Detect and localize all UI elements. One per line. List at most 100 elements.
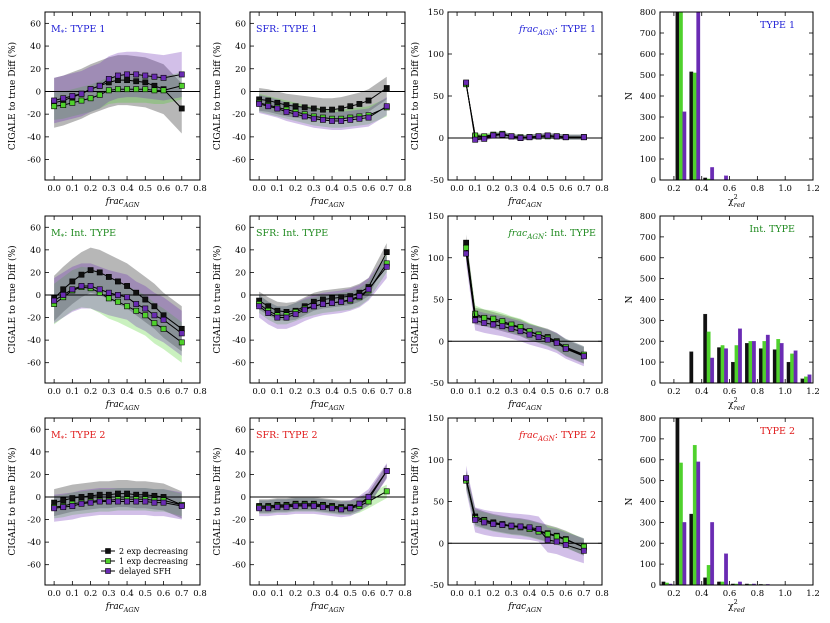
panel-title-main: M (51, 430, 61, 441)
x-axis-label-main: frac (105, 197, 124, 207)
data-point-purple (265, 310, 272, 316)
hist-bar-black (758, 348, 763, 383)
data-point-purple (526, 134, 533, 141)
x-tick-label: 0.8 (751, 387, 765, 397)
legend-label: 1 exp decreasing (119, 557, 188, 566)
hist-bar-green (678, 12, 683, 180)
x-tick-label: 0.4 (695, 589, 709, 599)
y-tick-label: 0 (651, 176, 656, 186)
plot-area (250, 243, 405, 329)
y-tick-label: 600 (640, 50, 656, 60)
y-tick-label: -20 (27, 314, 41, 324)
y-tick-label: 40 (235, 42, 246, 52)
y-tick-label: 40 (235, 246, 246, 256)
data-point-purple (96, 498, 103, 505)
x-tick-label: 0.4 (695, 387, 709, 397)
y-tick-label: 0 (651, 581, 656, 591)
y-tick-label: 20 (30, 65, 41, 75)
x-tick-label: 0.5 (139, 184, 153, 194)
x-axis-label: χ2 red (728, 396, 745, 412)
x-tick-label: 0.4 (325, 589, 339, 599)
x-tick-label: 0.1 (468, 184, 482, 194)
data-point-purple (310, 115, 317, 122)
data-point-purple (124, 294, 130, 301)
data-point-purple (517, 328, 524, 335)
hist-bar-green (804, 376, 808, 383)
data-point-purple (142, 305, 149, 312)
y-tick-label: 40 (30, 42, 41, 52)
panel-title-rest: : Int. TYPE (276, 228, 328, 239)
data-point-green (463, 244, 470, 251)
x-axis-label-sub: AGN (123, 606, 140, 614)
y-tick-label: 800 (640, 414, 656, 424)
data-point-purple (544, 132, 551, 139)
y-tick-label: 100 (428, 50, 444, 60)
data-point-green (78, 97, 85, 104)
x-tick-label: 0.8 (595, 184, 609, 194)
x-tick-label: 0.6 (362, 387, 376, 397)
x-axis-label-main: frac (507, 400, 526, 410)
plot-area (661, 418, 770, 585)
data-point-purple (508, 522, 515, 529)
x-tick-label: 0.7 (380, 589, 394, 599)
data-point-black (105, 491, 112, 498)
x-axis-label: fracAGN (105, 602, 140, 614)
data-point-purple (508, 133, 515, 140)
data-point-purple (338, 506, 345, 513)
data-point-green (105, 295, 112, 302)
hist-bar-purple (682, 522, 687, 585)
data-point-black (178, 105, 185, 112)
data-point-black (124, 490, 130, 497)
data-point-black (105, 274, 112, 280)
data-point-green (151, 87, 158, 94)
data-point-purple (51, 505, 58, 512)
y-tick-label: 50 (433, 92, 444, 102)
hist-bar-black (689, 71, 694, 180)
data-point-green (499, 318, 506, 325)
data-point-purple (292, 503, 299, 509)
data-point-black (96, 269, 103, 276)
data-point-black (356, 101, 363, 107)
data-point-black (151, 303, 158, 310)
band-green (259, 254, 387, 325)
x-tick-label: 0.6 (559, 387, 573, 397)
data-point-purple (329, 505, 335, 512)
data-point-black (69, 278, 76, 285)
panel-r1-c2: 0.0 0.1 0.2 0.3 0.4 0.5 0.6 0.7 0.8 -50 0 50 100 150 C… (410, 212, 609, 412)
y-axis-label: CIGALE to true Diff (%) (7, 42, 18, 150)
y-tick-label: 500 (640, 477, 656, 487)
panel-title: SFR: Int. TYPE (256, 228, 328, 239)
data-point-green (160, 325, 167, 332)
x-axis-label: fracAGN (310, 197, 345, 209)
y-tick-label: -60 (27, 156, 41, 166)
data-point-black (365, 97, 372, 104)
data-point-black (124, 283, 130, 289)
band-purple (466, 80, 584, 143)
x-axis-label: χ2 red (728, 193, 745, 209)
data-point-black (329, 106, 335, 113)
x-axis-label: fracAGN (507, 400, 542, 412)
data-point-black (320, 106, 326, 113)
x-tick-label: 0.7 (175, 387, 189, 397)
hist-bar-purple (696, 12, 701, 180)
data-point-green (124, 86, 130, 93)
panel-title-rest: : TYPE 1 (64, 24, 105, 35)
plot-area (689, 313, 812, 383)
data-point-purple (115, 72, 121, 79)
y-axis-label: N (625, 497, 635, 505)
x-tick-label: 0.3 (102, 589, 116, 599)
x-tick-label: 0.2 (667, 589, 681, 599)
data-point-purple (365, 114, 372, 121)
data-point-black (463, 239, 470, 246)
y-tick-label: 60 (235, 223, 246, 233)
x-axis-label-sub: red (734, 606, 745, 614)
data-point-black (133, 78, 140, 85)
plot-area (45, 480, 200, 522)
data-point-purple (96, 286, 103, 293)
hist-bar-black (675, 12, 680, 180)
data-point-green (151, 320, 158, 327)
x-axis-label-sub: AGN (328, 201, 345, 209)
data-point-purple (115, 292, 121, 298)
y-axis-label: CIGALE to true Diff (%) (410, 245, 421, 353)
data-point-purple (580, 353, 587, 360)
